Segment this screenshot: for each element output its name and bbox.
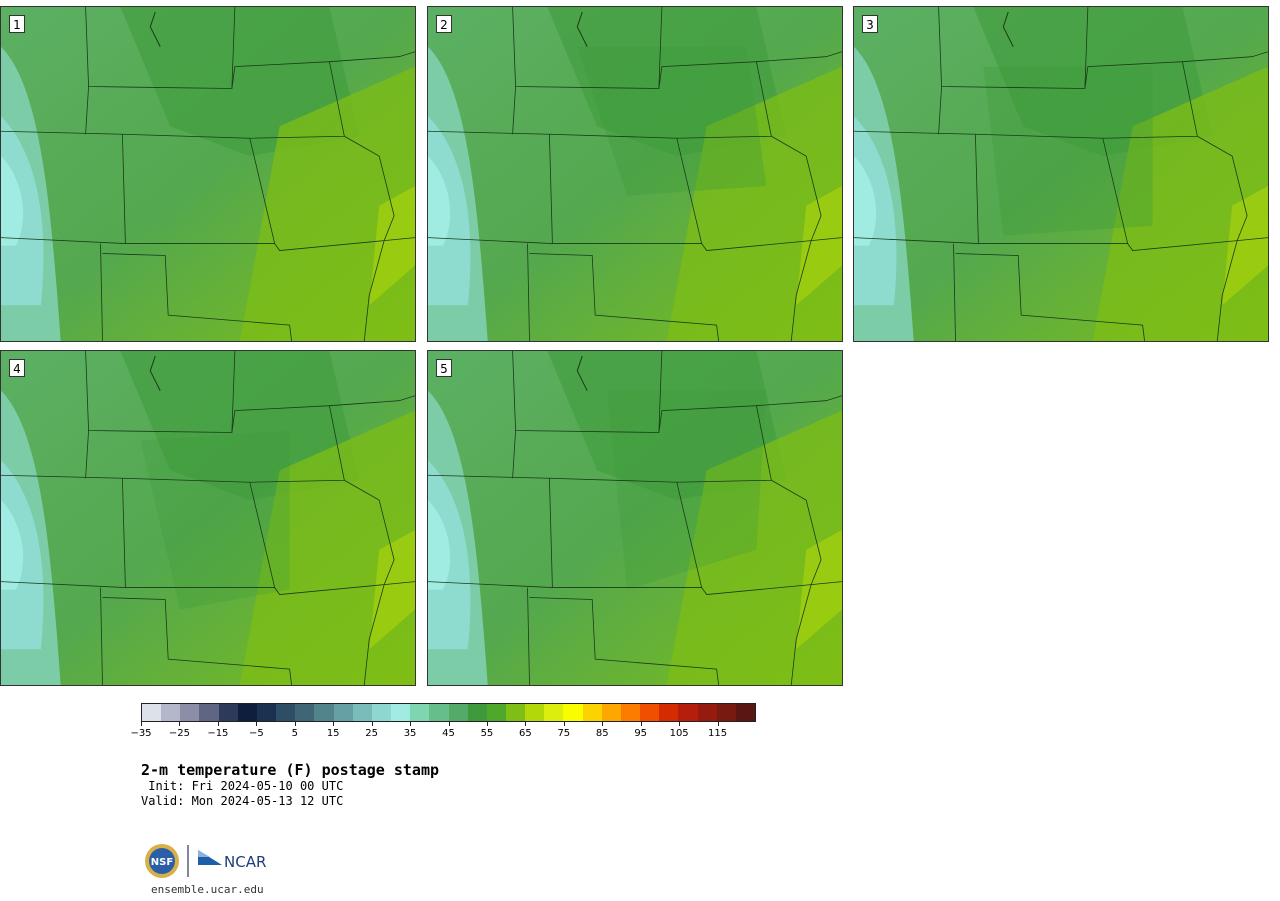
colorbar-segment	[486, 704, 506, 721]
colorbar-tick-label: 45	[442, 728, 455, 739]
colorbar-tick-label: 15	[326, 728, 340, 739]
colorbar-segment	[448, 704, 468, 721]
colorbar-segment	[371, 704, 392, 721]
ensemble-member-map-5: 5	[427, 350, 843, 686]
colorbar-tick	[448, 722, 450, 726]
init-time: Init: Fri 2024-05-10 00 UTC	[141, 779, 344, 793]
colorbar-tick	[679, 722, 681, 726]
colorbar-tick-label: 115	[708, 728, 728, 739]
colorbar-tick-label: 75	[557, 728, 571, 739]
colorbar-segment	[582, 704, 602, 721]
colorbar-segment	[429, 704, 449, 721]
ensemble-member-map-2: 2	[427, 6, 843, 342]
colorbar-tick	[525, 722, 527, 726]
member-label: 1	[9, 15, 25, 33]
ensemble-member-map-3: 3	[853, 6, 1269, 342]
nsf-ncar-logo: NSF NCAR	[145, 844, 266, 878]
member-label: 2	[436, 15, 452, 33]
temperature-map	[428, 7, 842, 341]
colorbar-segment	[199, 704, 219, 721]
temperature-map	[1, 351, 415, 685]
colorbar-segment	[161, 704, 181, 721]
nsf-text: NSF	[151, 857, 173, 868]
colorbar-tick	[486, 722, 488, 726]
colorbar-segment	[525, 704, 545, 721]
colorbar-tick	[141, 722, 142, 726]
colorbar-segment	[563, 704, 583, 721]
ensemble-member-map-1: 1	[0, 6, 416, 342]
colorbar-tick-label: −35	[130, 728, 152, 739]
ncar-logo-icon: NCAR	[198, 850, 266, 871]
colorbar-tick	[563, 722, 565, 726]
colorbar-segment	[601, 704, 621, 721]
nsf-seal-icon: NSF	[145, 844, 179, 878]
colorbar-segment	[467, 704, 487, 721]
colorbar-segment	[142, 704, 162, 721]
colorbar-tick-label: 55	[480, 728, 494, 739]
colorbar-segment	[505, 704, 526, 721]
colorbar-segment	[256, 704, 277, 721]
colorbar-tick	[256, 722, 258, 726]
colorbar-segment	[735, 704, 755, 721]
colorbar-tick-label: −15	[207, 728, 229, 739]
colorbar-tick-label: 35	[403, 728, 417, 739]
colorbar-tick-label: −25	[168, 728, 190, 739]
colorbar-segment	[180, 704, 200, 721]
colorbar-ticks: −35 −25 −15 −5 5 15 25 35 45 55 65 75 85 95 105 115	[130, 722, 756, 742]
chart-title: 2-m temperature (F) postage stamp	[141, 761, 440, 779]
valid-time: Valid: Mon 2024-05-13 12 UTC	[141, 794, 344, 808]
temperature-map	[428, 351, 842, 685]
temperature-map	[1, 7, 415, 341]
colorbar-tick-label: 95	[634, 728, 648, 739]
colorbar-tick-label: 25	[365, 728, 378, 739]
colorbar-tick	[717, 722, 719, 726]
colorbar-segment	[620, 704, 641, 721]
colorbar-segment	[333, 704, 353, 721]
colorbar-segment	[678, 704, 698, 721]
colorbar-tick	[333, 722, 335, 726]
colorbar-tick	[371, 722, 373, 726]
colorbar-tick	[294, 722, 296, 726]
colorbar-tick-label: −5	[248, 728, 264, 739]
colorbar-segment	[237, 704, 257, 721]
colorbar-segment	[716, 704, 736, 721]
colorbar-tick	[602, 722, 604, 726]
colorbar-segment	[314, 704, 334, 721]
colorbar-segment	[276, 704, 296, 721]
colorbar-segment	[640, 704, 660, 721]
colorbar-tick-label: 85	[595, 728, 609, 739]
colorbar-segment	[391, 704, 411, 721]
site-url: ensemble.ucar.edu	[151, 883, 264, 896]
colorbar-segment	[352, 704, 372, 721]
colorbar-segment	[544, 704, 564, 721]
colorbar-tick	[640, 722, 642, 726]
temperature-colorbar	[141, 703, 756, 722]
colorbar-segment	[218, 704, 238, 721]
colorbar-tick-label: 65	[519, 728, 532, 739]
colorbar-segment	[295, 704, 315, 721]
colorbar-tick-label: 105	[669, 728, 689, 739]
member-label: 4	[9, 359, 25, 377]
colorbar-segment	[659, 704, 679, 721]
colorbar-segment	[697, 704, 717, 721]
member-label: 3	[862, 15, 878, 33]
colorbar-segment	[410, 704, 430, 721]
ensemble-member-map-4: 4	[0, 350, 416, 686]
temperature-map	[854, 7, 1268, 341]
ncar-text: NCAR	[224, 853, 266, 871]
member-label: 5	[436, 359, 452, 377]
colorbar-tick	[179, 722, 181, 726]
colorbar-tick	[410, 722, 412, 726]
colorbar-tick-label: 5	[291, 728, 298, 739]
colorbar-tick	[217, 722, 219, 726]
